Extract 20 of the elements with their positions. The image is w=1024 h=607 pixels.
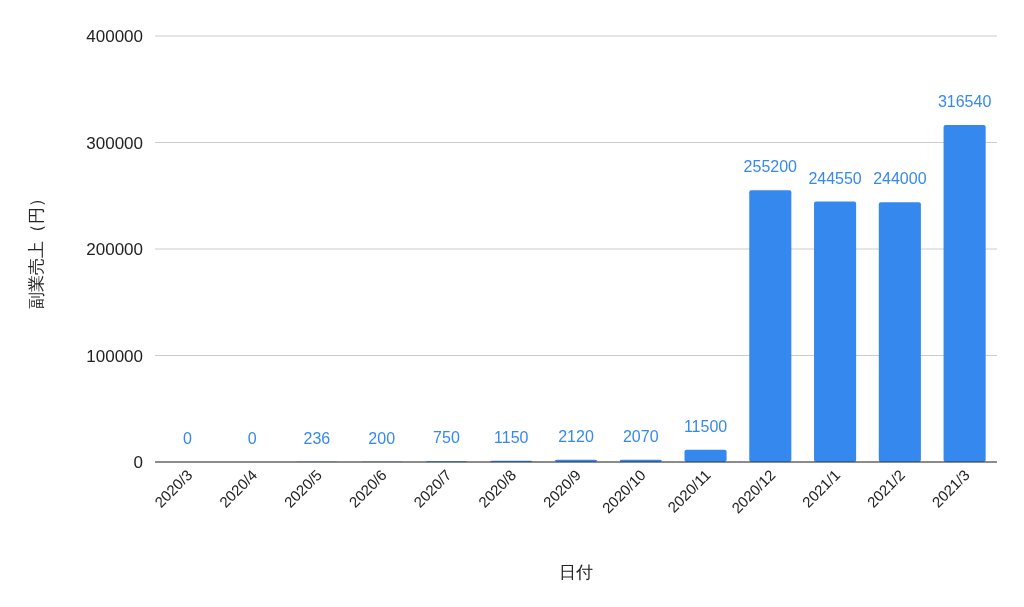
- data-label: 200: [368, 429, 396, 447]
- data-label: 0: [182, 430, 192, 447]
- data-label: 2070: [622, 427, 659, 445]
- data-label: 255200: [743, 158, 798, 176]
- data-label: 0: [247, 430, 257, 447]
- y-tick-label: 100000: [86, 346, 143, 366]
- data-label: 236: [303, 429, 331, 447]
- y-axis-title: 副業売上（円）: [27, 189, 46, 309]
- y-tick-label: 0: [133, 453, 143, 472]
- data-label: 2120: [558, 427, 594, 445]
- data-label: 1150: [494, 428, 529, 446]
- data-label: 316540: [937, 92, 992, 110]
- data-label: 244550: [808, 169, 862, 187]
- data-label: 244000: [873, 170, 927, 188]
- y-tick-label: 400000: [86, 27, 143, 46]
- y-tick-label: 200000: [86, 240, 143, 259]
- data-label: 750: [433, 429, 460, 447]
- data-label: 11500: [683, 417, 728, 435]
- x-axis-title: 日付: [559, 563, 593, 582]
- y-tick-label: 300000: [86, 133, 143, 153]
